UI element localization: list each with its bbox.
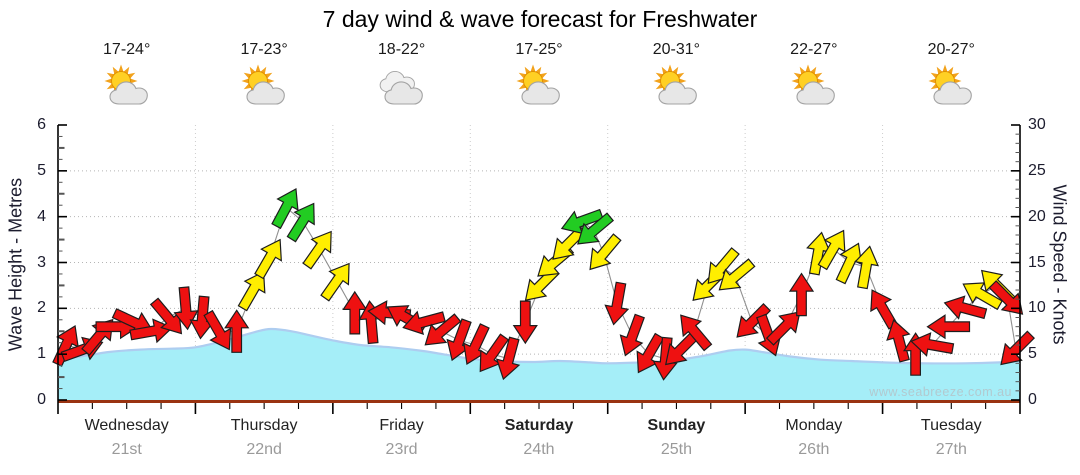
day-name-label: Tuesday [920, 417, 982, 434]
wind-arrow-red [203, 309, 232, 351]
right-axis-tick-label: 5 [1028, 345, 1037, 363]
watermark-text: www.seabreeze.com.au [869, 385, 1012, 399]
day-temp-range: 17-25° [515, 41, 563, 58]
wind-arrow-yellow [854, 245, 880, 290]
wind-arrow-yellow [320, 262, 350, 302]
right-axis-tick-label: 25 [1028, 161, 1046, 179]
left-axis-tick-label: 2 [37, 299, 46, 317]
wind-arrow-green [577, 212, 615, 245]
day-temp-range: 17-23° [240, 41, 288, 58]
day-date-label: 22nd [246, 441, 282, 458]
left-axis-tick-label: 5 [37, 161, 46, 179]
day-temp-range: 20-31° [652, 41, 701, 58]
day-temp-range: 20-27° [927, 41, 975, 58]
wind-arrow-yellow [237, 270, 266, 312]
wind-arrow-yellow [835, 242, 863, 285]
wind-arrow-red [495, 336, 521, 381]
wind-arrow-red [680, 314, 713, 352]
partly-cloudy-icon [648, 64, 704, 112]
right-axis-tick-label: 10 [1028, 299, 1046, 317]
wind-arrow-red [788, 272, 815, 317]
day-date-label: 27th [935, 441, 967, 458]
day-temp-range: 17-24° [103, 41, 151, 58]
page-title: 7 day wind & wave forecast for Freshwate… [322, 6, 758, 32]
wind-arrow-red [910, 332, 955, 357]
wind-arrow-yellow [718, 258, 756, 291]
wind-arrow-red [943, 295, 988, 320]
left-axis-tick-label: 4 [37, 207, 46, 225]
day-name-label: Monday [785, 417, 843, 434]
day-date-label: 21st [111, 441, 142, 458]
left-axis-title: Wave Height - Metres [5, 177, 26, 352]
right-axis-tick-label: 30 [1028, 116, 1046, 133]
wind-arrow-yellow [962, 282, 1003, 311]
left-axis-tick-label: 0 [37, 391, 46, 408]
right-axis-title: Wind Speed - Knots [1049, 184, 1070, 345]
right-axis-tick-label: 20 [1028, 207, 1046, 225]
wind-arrow-red [424, 313, 462, 346]
day-temp-range: 22-27° [790, 41, 838, 58]
left-axis-tick-label: 6 [37, 116, 46, 133]
cloudy-icon [374, 64, 430, 112]
partly-cloudy-icon [511, 64, 567, 112]
right-axis-tick-label: 15 [1028, 253, 1046, 271]
day-temp-range: 18-22° [377, 41, 426, 58]
partly-cloudy-icon [786, 64, 842, 112]
partly-cloudy-icon [236, 64, 292, 112]
right-axis-tick-label: 0 [1028, 391, 1037, 408]
wind-arrow-red [604, 281, 630, 326]
wind-arrow-red [988, 280, 1024, 315]
wind-arrow-red [765, 311, 801, 346]
day-date-label: 23rd [385, 441, 418, 458]
wind-arrow-yellow [589, 233, 622, 271]
day-name-label: Saturday [504, 417, 574, 434]
wind-arrow-green [286, 202, 315, 243]
left-axis-tick-label: 1 [37, 345, 46, 363]
wind-arrow-yellow [254, 238, 282, 280]
day-name-label: Thursday [230, 417, 298, 434]
wind-arrow-red [402, 310, 446, 336]
wind-arrow-red [886, 319, 911, 363]
wind-arrow-red [224, 309, 250, 353]
partly-cloudy-icon [923, 64, 979, 112]
day-name-label: Sunday [647, 417, 706, 434]
wind-arrow-red [512, 300, 538, 345]
wave-height-area [58, 328, 1020, 402]
day-name-label: Friday [379, 417, 424, 434]
day-name-label: Wednesday [84, 417, 169, 434]
wind-arrow-red [736, 303, 772, 338]
wind-arrow-red [173, 286, 199, 331]
wind-arrow-red [129, 318, 174, 344]
wind-arrow-green [271, 187, 299, 230]
left-axis-tick-label: 3 [37, 253, 46, 271]
wind-arrow-yellow [302, 230, 332, 270]
partly-cloudy-icon [99, 64, 155, 112]
day-date-label: 25th [660, 441, 692, 458]
wind-arrow-red [619, 313, 645, 357]
day-date-label: 24th [523, 441, 555, 458]
wind-arrow-yellow [817, 229, 846, 271]
wind-arrow-red [926, 314, 971, 340]
day-date-label: 26th [798, 441, 830, 458]
